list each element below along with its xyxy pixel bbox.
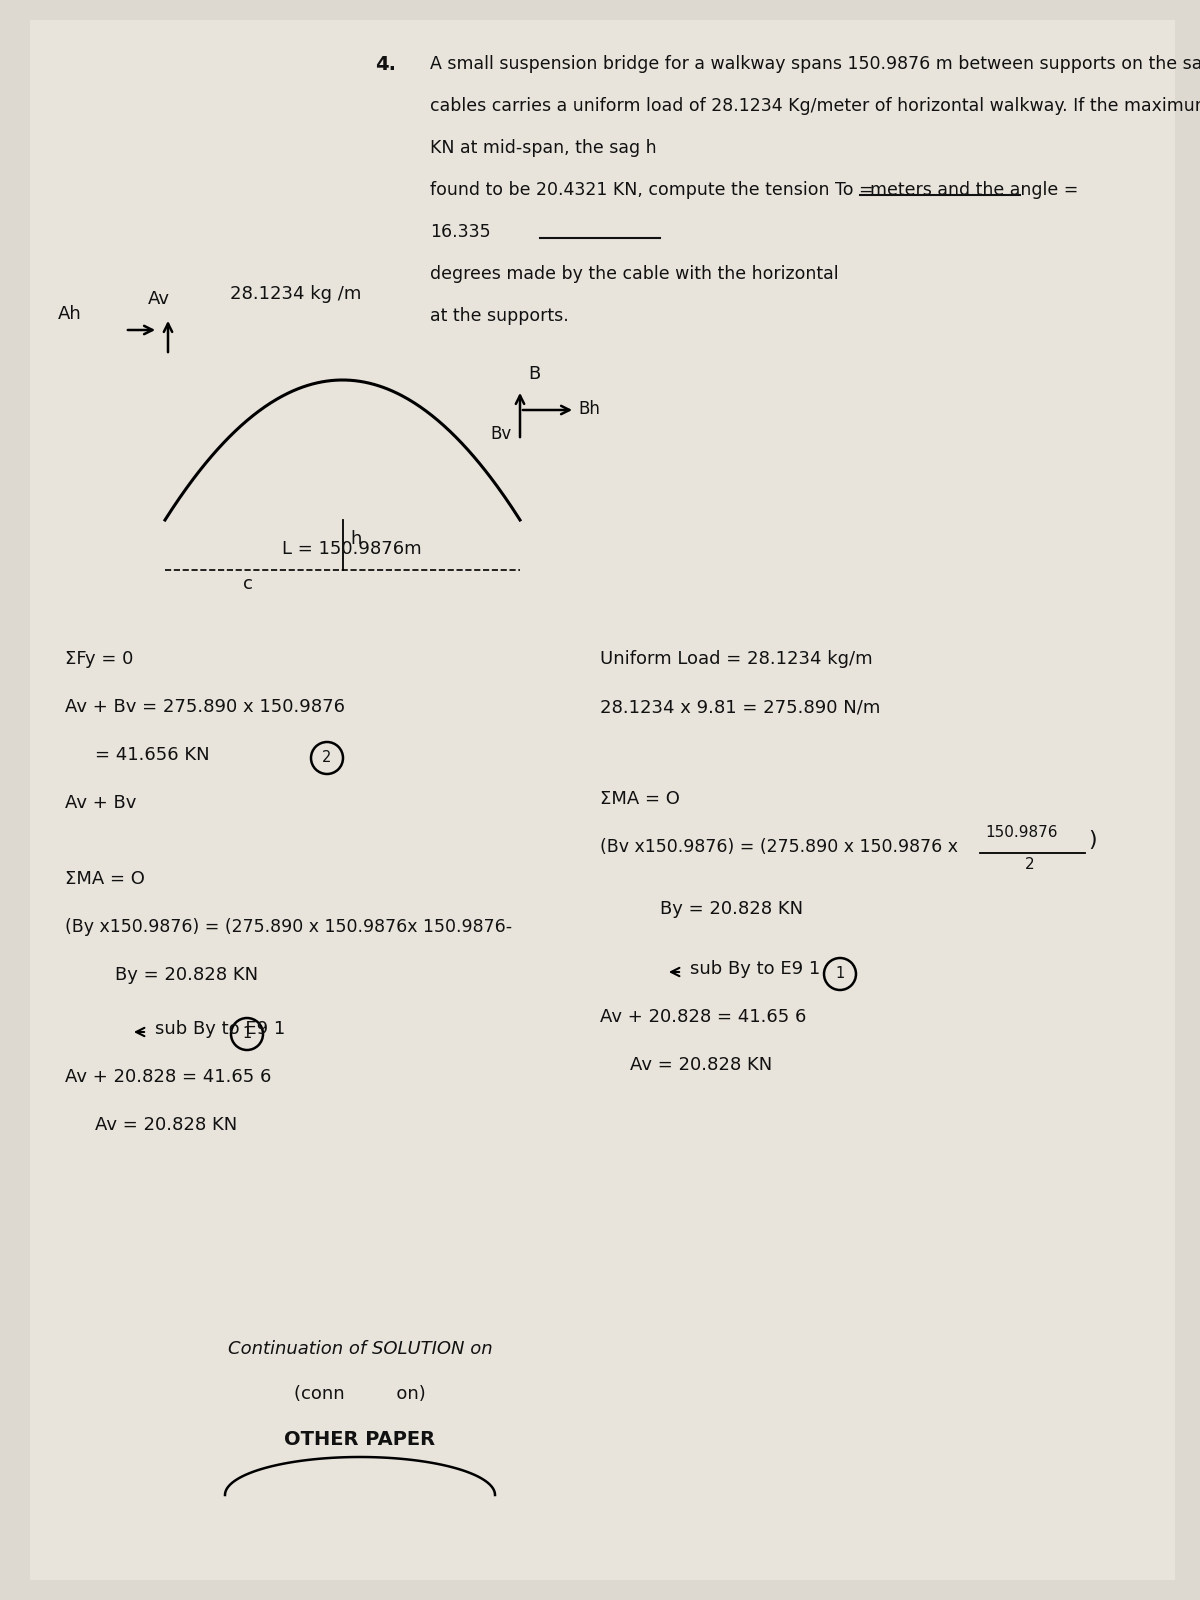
Text: By = 20.828 KN: By = 20.828 KN (115, 966, 258, 984)
Text: Av = 20.828 KN: Av = 20.828 KN (95, 1117, 238, 1134)
Text: 1: 1 (835, 966, 845, 981)
Text: KN at mid-span, the sag h: KN at mid-span, the sag h (430, 139, 656, 157)
Text: (By x150.9876) = (275.890 x 150.9876x 150.9876-: (By x150.9876) = (275.890 x 150.9876x 15… (65, 918, 512, 936)
Text: c: c (242, 574, 252, 594)
Text: ): ) (1088, 830, 1097, 850)
Text: Bv: Bv (490, 426, 511, 443)
Text: ΣFy = 0: ΣFy = 0 (65, 650, 133, 669)
Text: 1: 1 (242, 1027, 252, 1042)
Text: ΣMA = O: ΣMA = O (600, 790, 680, 808)
Text: meters and the angle =: meters and the angle = (870, 181, 1079, 198)
Text: 28.1234 kg /m: 28.1234 kg /m (230, 285, 361, 302)
Text: Av + 20.828 = 41.65 6: Av + 20.828 = 41.65 6 (65, 1069, 271, 1086)
Text: 2: 2 (1025, 858, 1034, 872)
Text: Uniform Load = 28.1234 kg/m: Uniform Load = 28.1234 kg/m (600, 650, 872, 669)
Text: OTHER PAPER: OTHER PAPER (284, 1430, 436, 1450)
Text: Av = 20.828 KN: Av = 20.828 KN (630, 1056, 773, 1074)
Text: cables carries a uniform load of 28.1234 Kg/meter of horizontal walkway. If the : cables carries a uniform load of 28.1234… (430, 98, 1200, 115)
Text: Av + Bv: Av + Bv (65, 794, 137, 813)
Text: Av + 20.828 = 41.65 6: Av + 20.828 = 41.65 6 (600, 1008, 806, 1026)
Text: By = 20.828 KN: By = 20.828 KN (660, 899, 803, 918)
Text: Av + Bv = 275.890 x 150.9876: Av + Bv = 275.890 x 150.9876 (65, 698, 346, 717)
Text: sub By to E9 1: sub By to E9 1 (155, 1021, 286, 1038)
Text: B: B (528, 365, 540, 382)
Text: = 41.656 KN: = 41.656 KN (95, 746, 210, 765)
Text: (Bv x150.9876) = (275.890 x 150.9876 x: (Bv x150.9876) = (275.890 x 150.9876 x (600, 838, 958, 856)
Text: 28.1234 x 9.81 = 275.890 N/m: 28.1234 x 9.81 = 275.890 N/m (600, 698, 881, 717)
Text: sub By to E9 1: sub By to E9 1 (690, 960, 821, 978)
Text: 16.335: 16.335 (430, 222, 491, 242)
Text: at the supports.: at the supports. (430, 307, 569, 325)
Text: 150.9876: 150.9876 (985, 826, 1057, 840)
Text: Bh: Bh (578, 400, 600, 418)
Text: ΣMA = O: ΣMA = O (65, 870, 145, 888)
Text: (conn         on): (conn on) (294, 1386, 426, 1403)
Text: 2: 2 (323, 750, 331, 765)
Text: found to be 20.4321 KN, compute the tension To =: found to be 20.4321 KN, compute the tens… (430, 181, 874, 198)
Text: 4.: 4. (374, 54, 396, 74)
Text: Ah: Ah (58, 306, 82, 323)
Text: h: h (350, 530, 362, 547)
Text: Continuation of SOLUTION on: Continuation of SOLUTION on (228, 1341, 492, 1358)
Text: L = 150.9876m: L = 150.9876m (282, 541, 421, 558)
Text: Av: Av (148, 290, 170, 307)
Text: A small suspension bridge for a walkway spans 150.9876 m between supports on the: A small suspension bridge for a walkway … (430, 54, 1200, 74)
Text: degrees made by the cable with the horizontal: degrees made by the cable with the horiz… (430, 266, 839, 283)
